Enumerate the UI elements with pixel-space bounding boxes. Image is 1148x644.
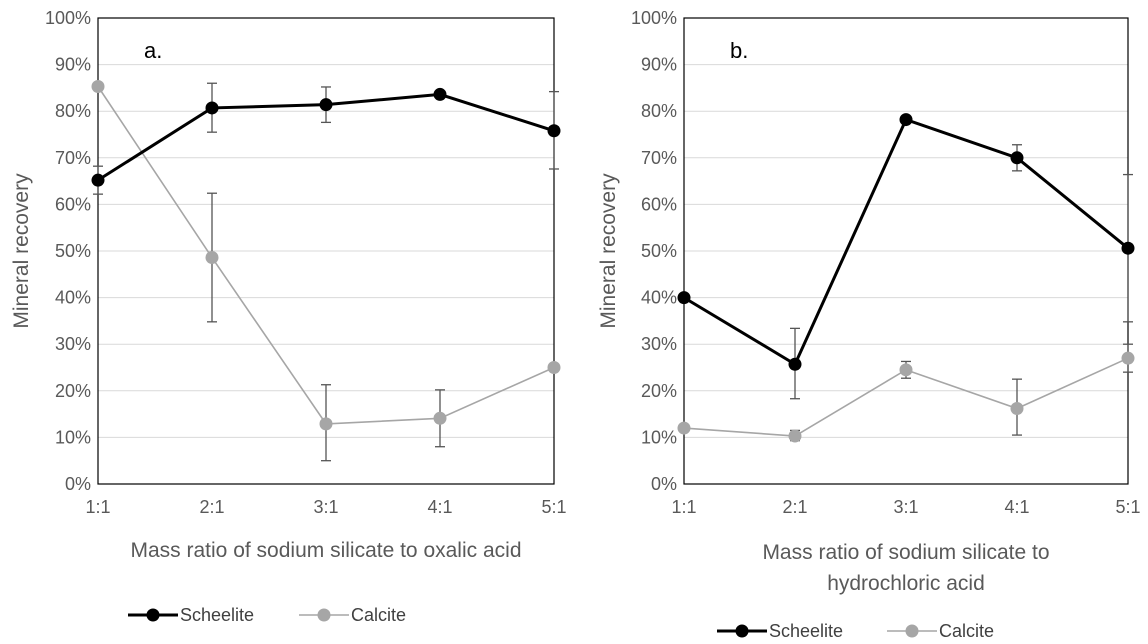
- data-point: [433, 411, 447, 425]
- chart-panel-a: 0% 10% 20% 30% 40% 50% 60% 70% 80% 90% 100% 1:1 2:1 3…: [10, 8, 567, 625]
- data-point: [899, 113, 913, 127]
- legend: Scheelite Calcite: [128, 605, 406, 625]
- data-point: [1121, 241, 1135, 255]
- y-tick-label: 90%: [641, 55, 677, 75]
- y-axis-title: Mineral recovery: [10, 173, 33, 329]
- series-calcite: [677, 343, 1135, 443]
- y-tick-label: 0%: [651, 474, 677, 494]
- data-point: [205, 251, 219, 265]
- y-tick-label: 40%: [641, 288, 677, 308]
- y-tick-label: 40%: [55, 288, 91, 308]
- data-point: [899, 363, 913, 377]
- y-tick-label: 10%: [55, 427, 91, 447]
- x-tick-label: 2:1: [782, 497, 807, 517]
- data-point: [677, 421, 691, 435]
- data-point: [205, 101, 219, 115]
- x-axis-title: Mass ratio of sodium silicate to oxalic …: [131, 539, 522, 562]
- y-tick-label: 70%: [55, 148, 91, 168]
- plot-area-border: [97, 17, 555, 485]
- data-point: [319, 98, 333, 112]
- y-tick-label: 90%: [55, 55, 91, 75]
- panel-label: b.: [730, 38, 748, 63]
- x-tick-label: 3:1: [893, 497, 918, 517]
- series-scheelite: [677, 113, 1135, 400]
- y-tick-label: 100%: [45, 8, 91, 28]
- y-tick-label: 10%: [641, 427, 677, 447]
- chart-panel-b: 0% 10% 20% 30% 40% 50% 60% 70% 80% 90% 100% 1:1 2:1 3…: [597, 8, 1141, 641]
- y-tick-label: 20%: [55, 381, 91, 401]
- data-point: [1010, 151, 1024, 165]
- y-tick-label: 80%: [641, 101, 677, 121]
- data-point: [788, 357, 802, 371]
- x-tick-label: 1:1: [85, 497, 110, 517]
- y-tick-label: 60%: [641, 194, 677, 214]
- data-point: [319, 417, 333, 431]
- y-tick-label: 50%: [55, 241, 91, 261]
- x-tick-label: 1:1: [671, 497, 696, 517]
- data-point: [91, 80, 105, 94]
- legend-label: Calcite: [351, 605, 406, 625]
- legend-marker: [146, 608, 160, 622]
- series-calcite: [91, 80, 561, 462]
- y-tick-label: 60%: [55, 194, 91, 214]
- y-tick-label: 0%: [65, 474, 91, 494]
- x-tick-label: 5:1: [1115, 497, 1140, 517]
- data-point: [91, 173, 105, 187]
- y-tick-label: 20%: [641, 381, 677, 401]
- x-tick-label: 5:1: [541, 497, 566, 517]
- legend: Scheelite Calcite: [717, 621, 994, 641]
- y-tick-label: 30%: [55, 334, 91, 354]
- y-tick-label: 30%: [641, 334, 677, 354]
- x-tick-label: 4:1: [1004, 497, 1029, 517]
- series-line: [683, 117, 1129, 367]
- x-tick-label: 3:1: [313, 497, 338, 517]
- x-tick-label: 2:1: [199, 497, 224, 517]
- panel-label: a.: [144, 38, 162, 63]
- x-axis-title: Mass ratio of sodium silicate to: [762, 541, 1049, 564]
- legend-label: Scheelite: [180, 605, 254, 625]
- legend-label: Scheelite: [769, 621, 843, 641]
- legend-marker: [317, 608, 331, 622]
- x-axis-title: hydrochloric acid: [827, 572, 985, 595]
- data-point: [677, 291, 691, 305]
- y-tick-label: 50%: [641, 241, 677, 261]
- y-tick-label: 70%: [641, 148, 677, 168]
- data-point: [433, 87, 447, 101]
- data-point: [788, 429, 802, 443]
- data-point: [547, 361, 561, 374]
- legend-label: Calcite: [939, 621, 994, 641]
- y-axis-title: Mineral recovery: [597, 173, 620, 329]
- data-point: [1010, 402, 1024, 416]
- y-tick-label: 80%: [55, 101, 91, 121]
- y-tick-label: 100%: [631, 8, 677, 28]
- data-point: [1121, 351, 1135, 365]
- series-scheelite: [91, 82, 561, 195]
- data-point: [547, 124, 561, 138]
- legend-marker: [735, 624, 749, 638]
- legend-marker: [905, 624, 919, 638]
- x-tick-label: 4:1: [427, 497, 452, 517]
